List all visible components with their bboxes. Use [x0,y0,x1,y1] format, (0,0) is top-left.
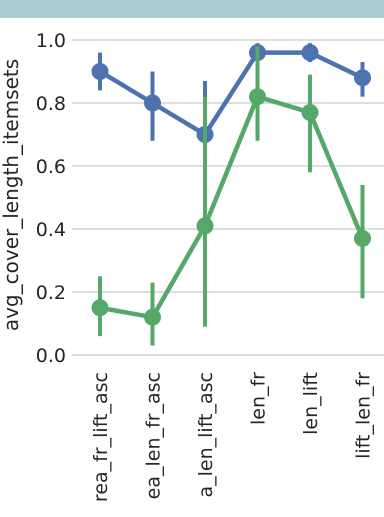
x-tick-label: ea_len_fr_asc [143,372,165,499]
x-tick-label: lift_len_fr [353,372,375,459]
y-tick-label: 0.2 [36,282,66,304]
y-tick-label: 0.6 [36,156,66,178]
data-point [144,94,161,112]
data-point [249,88,266,106]
data-point [196,217,214,235]
data-point [354,69,371,87]
series-line [98,50,364,137]
y-tick-labels: 0.0 0.2 0.4 0.6 0.8 1.0 [36,30,66,367]
series-group [91,46,371,346]
x-tick-labels: rea_fr_lift_asc ea_len_fr_asc a_len_lift_a… [90,372,375,502]
top-band [0,0,384,18]
y-tick-label: 0.0 [36,345,66,367]
grid [72,39,384,356]
data-point [301,44,319,62]
data-point [301,103,319,121]
y-tick-label: 1.0 [36,30,66,52]
x-tick-label: a_len_lift_asc [195,372,217,498]
series [91,43,371,346]
y-tick-label: 0.8 [36,93,66,115]
x-tick-label: rea_fr_lift_asc [90,372,112,502]
data-point [91,299,109,317]
y-tick-label: 0.4 [36,219,66,241]
data-point [354,229,371,247]
x-tick-label: len_lift [300,372,322,435]
x-tick-label: len_fr [248,372,270,425]
y-axis-title: avg_cover_length_itemsets [0,59,23,331]
series-group [91,43,371,229]
data-point [144,308,161,326]
data-point [91,63,109,80]
series-line [99,94,365,320]
